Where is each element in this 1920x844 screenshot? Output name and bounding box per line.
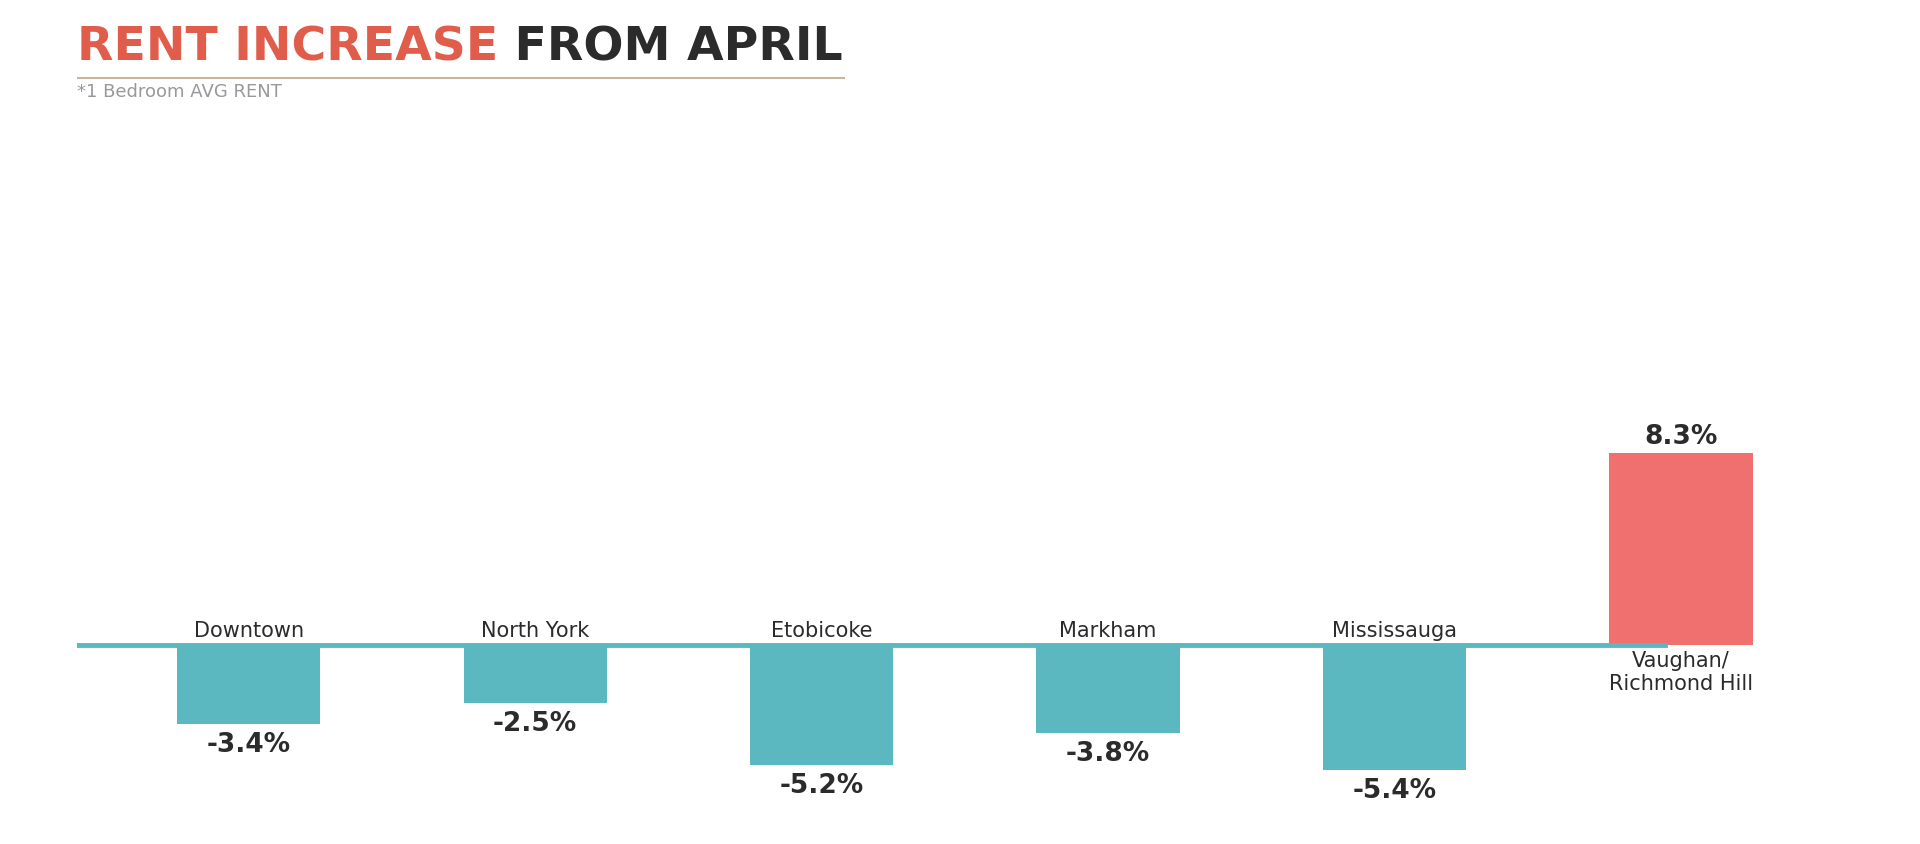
Bar <box>1323 646 1467 771</box>
Text: 8.3%: 8.3% <box>1644 423 1718 449</box>
Text: Markham: Markham <box>1060 620 1158 641</box>
Text: *1 Bedroom AVG RENT: *1 Bedroom AVG RENT <box>77 83 282 101</box>
Text: Downtown: Downtown <box>194 620 303 641</box>
Text: Mississauga: Mississauga <box>1332 620 1457 641</box>
Text: -5.4%: -5.4% <box>1352 777 1436 803</box>
Text: Etobicoke: Etobicoke <box>772 620 872 641</box>
Text: North York: North York <box>482 620 589 641</box>
Bar <box>751 646 893 766</box>
Text: FROM APRIL: FROM APRIL <box>497 25 843 70</box>
Text: -3.4%: -3.4% <box>207 731 290 757</box>
Text: Vaughan/
Richmond Hill: Vaughan/ Richmond Hill <box>1609 651 1753 694</box>
Bar <box>463 646 607 703</box>
Bar <box>177 646 321 724</box>
Text: RENT INCREASE: RENT INCREASE <box>77 25 497 70</box>
Bar <box>1037 646 1179 733</box>
Text: -5.2%: -5.2% <box>780 772 864 798</box>
Text: -3.8%: -3.8% <box>1066 740 1150 766</box>
Text: -2.5%: -2.5% <box>493 710 578 736</box>
Bar <box>1609 454 1753 646</box>
